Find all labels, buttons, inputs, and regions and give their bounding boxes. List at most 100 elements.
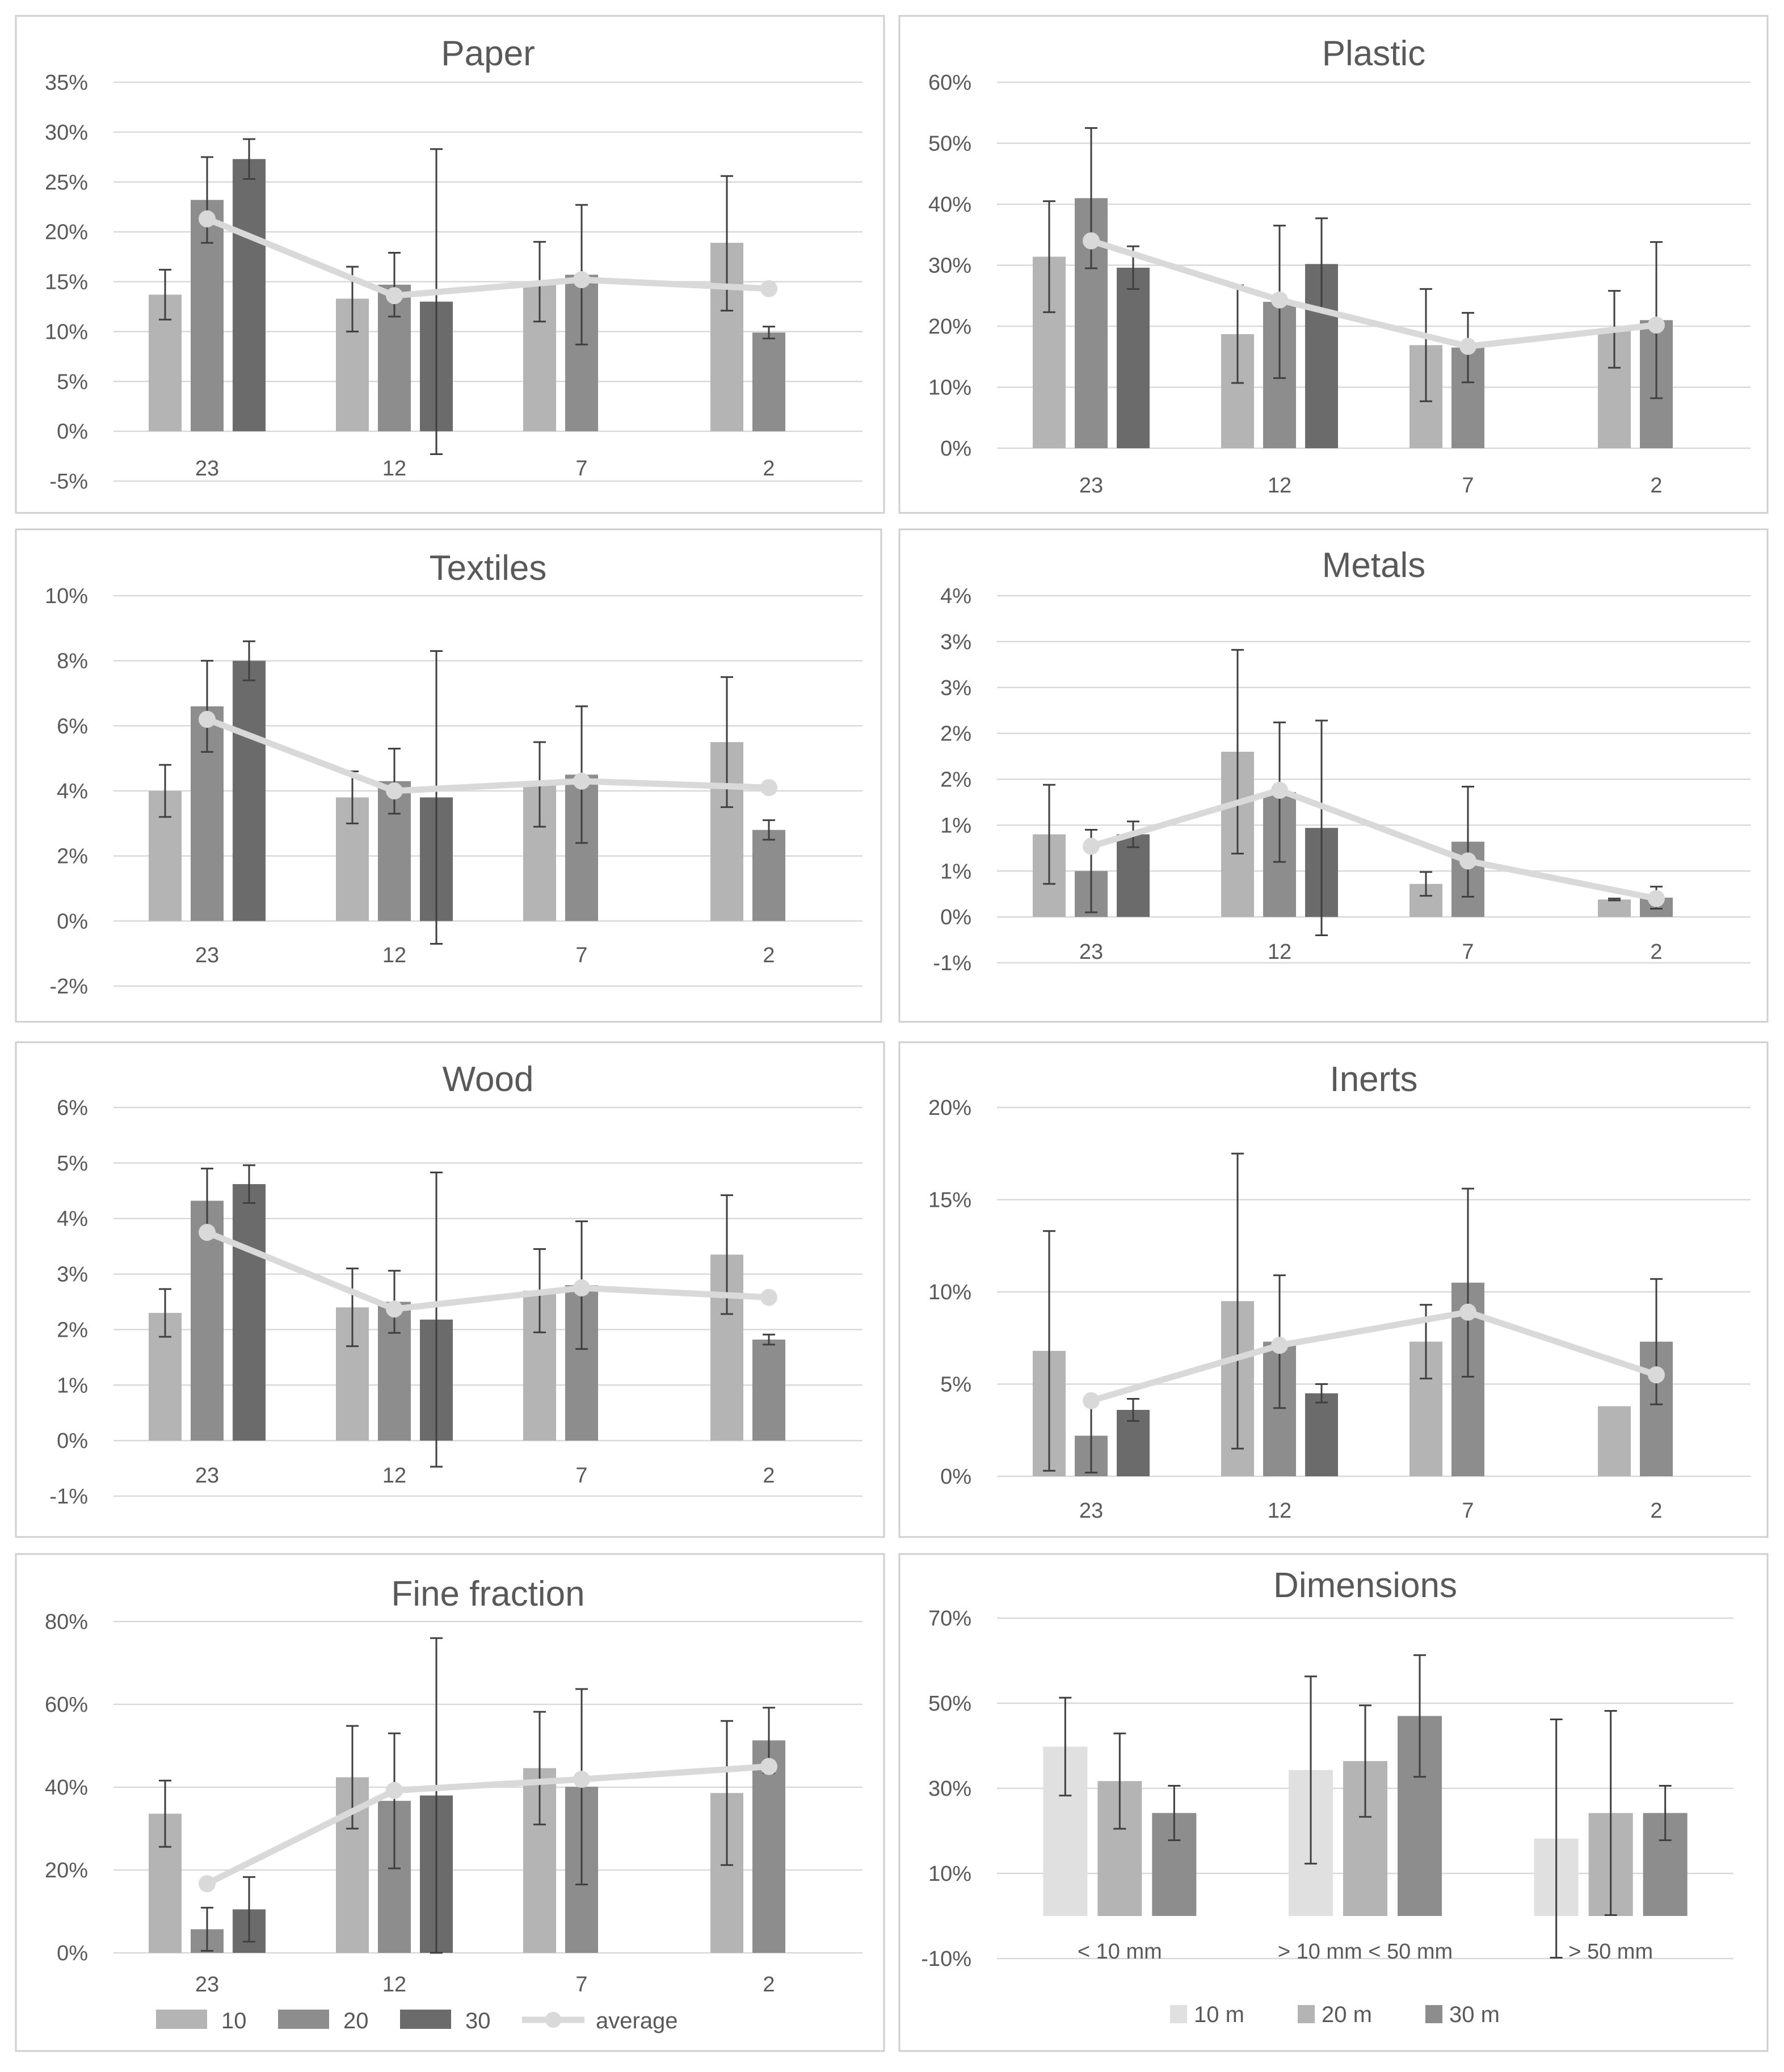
metals-average-line xyxy=(1090,787,1657,902)
wood-ytick-label: 6% xyxy=(57,1096,88,1120)
plastic-average-point-2 xyxy=(1648,316,1665,334)
wood-average-point-7 xyxy=(573,1279,590,1297)
fine-fraction-ytick-label: 60% xyxy=(45,1693,88,1717)
paper-ytick-label: 30% xyxy=(45,121,88,145)
wood-ytick-label: 0% xyxy=(57,1429,88,1453)
plastic-ytick-label: 20% xyxy=(928,315,971,339)
textiles-frame xyxy=(15,528,882,1023)
textiles-category-label: 7 xyxy=(575,944,587,967)
legend-label-30: 30 xyxy=(465,2008,491,2033)
paper-average-point-7 xyxy=(573,271,590,288)
legend-label-20: 20 xyxy=(343,2008,369,2033)
plastic-category-label: 23 xyxy=(1079,474,1103,498)
fine-fraction-average-point-7 xyxy=(573,1771,590,1788)
legend-main: 10 20 30 average xyxy=(156,2008,678,2033)
textiles-category-label: 12 xyxy=(382,944,406,967)
wood-ytick-label: 5% xyxy=(57,1152,88,1176)
wood-category-label: 7 xyxy=(575,1464,587,1488)
textiles-bar-20-2 xyxy=(752,829,785,921)
inerts-bar-10-2 xyxy=(1598,1406,1631,1476)
metals-ytick-label: 0% xyxy=(940,906,971,929)
paper-ytick-label: 15% xyxy=(45,271,88,294)
chart-dimensions: -10% 10% 30% 50% 70% Dimensions < 10 mm > 10 mm… xyxy=(898,1553,1769,2052)
metals-ytick-label: 4% xyxy=(940,584,971,608)
dimensions-frame xyxy=(898,1553,1769,2052)
textiles-ytick-label: -2% xyxy=(49,975,88,999)
wood-category-label: 2 xyxy=(763,1464,775,1488)
metals-category-label: 2 xyxy=(1650,940,1662,964)
fine-fraction-category-label: 23 xyxy=(195,1973,219,1997)
inerts-ytick-label: 5% xyxy=(940,1373,971,1397)
chart-inerts: 0% 5% 10% 15% 20% Inerts 23 12 7 2 xyxy=(898,1041,1769,1538)
wood-average-point-2 xyxy=(760,1288,777,1306)
fine-fraction-average-point-12 xyxy=(386,1782,403,1799)
textiles-ytick-label: 2% xyxy=(57,845,88,869)
inerts-ytick-label: 0% xyxy=(940,1465,971,1489)
inerts-average-point-12 xyxy=(1271,1337,1288,1354)
metals-average-point-7 xyxy=(1459,852,1476,870)
metals-category-label: 23 xyxy=(1079,940,1103,964)
dimensions-category-label: > 10 mm < 50 mm xyxy=(1278,1940,1453,1964)
metals-average-point-2 xyxy=(1648,890,1665,907)
metals-ytick-label: 2% xyxy=(940,768,971,792)
wood-average-point-23 xyxy=(199,1224,216,1241)
paper-average-point-2 xyxy=(760,280,777,297)
metals-bar-30-23 xyxy=(1117,834,1150,917)
dimensions-ytick-label: -10% xyxy=(921,1947,971,1971)
paper-category-label: 2 xyxy=(763,457,775,481)
fine-fraction-average-point-23 xyxy=(199,1875,216,1893)
metals-ytick-label: 3% xyxy=(940,676,971,700)
dimensions-ytick-label: 50% xyxy=(928,1692,971,1716)
paper-frame xyxy=(15,15,885,514)
wood-category-label: 23 xyxy=(195,1464,219,1488)
inerts-category-label: 7 xyxy=(1462,1499,1474,1523)
plastic-average-line xyxy=(1090,238,1657,349)
paper-ytick-label: 20% xyxy=(45,221,88,245)
dimensions-category-label: < 10 mm xyxy=(1078,1940,1162,1964)
fine-fraction-title: Fine fraction xyxy=(391,1574,584,1614)
metals-average-point-23 xyxy=(1083,837,1100,855)
inerts-average-point-23 xyxy=(1083,1392,1100,1409)
paper-average-point-23 xyxy=(199,210,216,228)
metals-ytick-label: 1% xyxy=(940,860,971,883)
fine-fraction-bar-20-2 xyxy=(752,1740,785,1953)
wood-average-line xyxy=(205,1229,769,1312)
fine-fraction-ytick-label: 0% xyxy=(57,1942,88,1965)
fine-fraction-ytick-label: 40% xyxy=(45,1776,88,1800)
wood-ytick-label: 4% xyxy=(57,1207,88,1231)
paper-ytick-label: 10% xyxy=(45,320,88,344)
legend-label-10m: 10 m xyxy=(1194,2002,1244,2027)
legend-label-30m: 30 m xyxy=(1449,2002,1500,2027)
dimensions-ytick-label: 30% xyxy=(928,1777,971,1801)
wood-ytick-label: 1% xyxy=(57,1374,88,1397)
textiles-average-point-7 xyxy=(573,772,590,790)
textiles-ytick-label: 10% xyxy=(45,584,88,608)
legend-label-average: average xyxy=(596,2008,678,2033)
wood-average-point-12 xyxy=(386,1300,403,1318)
metals-ytick-label: 1% xyxy=(940,814,971,837)
paper-ytick-label: 35% xyxy=(45,71,88,95)
textiles-category-label: 2 xyxy=(763,944,775,967)
metals-frame xyxy=(898,528,1769,1023)
textiles-average-point-12 xyxy=(386,782,403,799)
textiles-bar-30-23 xyxy=(233,660,266,921)
legend-swatch-30 xyxy=(400,2010,451,2029)
fine-fraction-ytick-label: 20% xyxy=(45,1859,88,1883)
inerts-ytick-label: 15% xyxy=(928,1189,971,1212)
paper-bar-30-23 xyxy=(233,159,266,432)
paper-category-label: 23 xyxy=(195,457,219,481)
inerts-category-label: 12 xyxy=(1268,1499,1291,1523)
inerts-ytick-label: 10% xyxy=(928,1281,971,1304)
plastic-category-label: 12 xyxy=(1268,474,1291,498)
fine-fraction-category-label: 12 xyxy=(382,1973,406,1997)
chart-wood: -1% 0% 1% 2% 3% 4% 5% 6% Wood 23 12 7 2 xyxy=(15,1041,885,1538)
textiles-title: Textiles xyxy=(430,549,547,588)
paper-ytick-label: 25% xyxy=(45,171,88,195)
wood-frame xyxy=(15,1041,885,1538)
textiles-category-label: 23 xyxy=(195,944,219,967)
paper-average-point-12 xyxy=(386,287,403,305)
chart-fine-fraction: 0% 20% 40% 60% 80% Fine fraction 23 12 7 2 xyxy=(15,1553,885,2052)
inerts-average-line xyxy=(1090,1309,1657,1404)
inerts-average-point-2 xyxy=(1648,1366,1665,1384)
